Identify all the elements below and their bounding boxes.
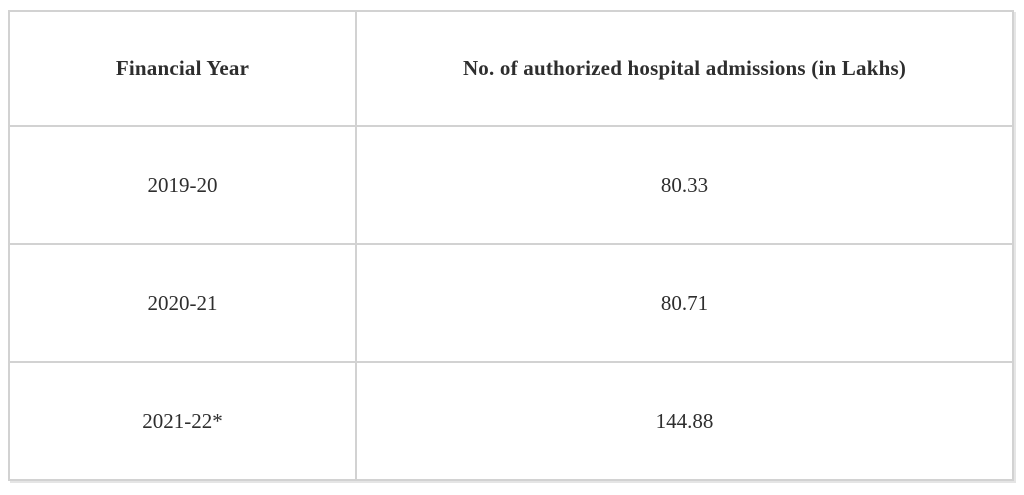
table-row: 2019-20 80.33 — [8, 125, 1014, 245]
hospital-admissions-table: Financial Year No. of authorized hospita… — [8, 10, 1014, 481]
cell-admissions: 80.71 — [355, 243, 1014, 363]
cell-financial-year: 2021-22* — [8, 361, 357, 481]
cell-financial-year: 2020-21 — [8, 243, 357, 363]
cell-admissions: 80.33 — [355, 125, 1014, 245]
header-admissions: No. of authorized hospital admissions (i… — [355, 10, 1014, 127]
table-header-row: Financial Year No. of authorized hospita… — [8, 10, 1014, 127]
table-head: Financial Year No. of authorized hospita… — [8, 10, 1014, 127]
cell-financial-year: 2019-20 — [8, 125, 357, 245]
table-row: 2020-21 80.71 — [8, 243, 1014, 363]
cell-admissions: 144.88 — [355, 361, 1014, 481]
table-body: 2019-20 80.33 2020-21 80.71 2021-22* 144… — [8, 125, 1014, 481]
table-row: 2021-22* 144.88 — [8, 361, 1014, 481]
header-financial-year: Financial Year — [8, 10, 357, 127]
